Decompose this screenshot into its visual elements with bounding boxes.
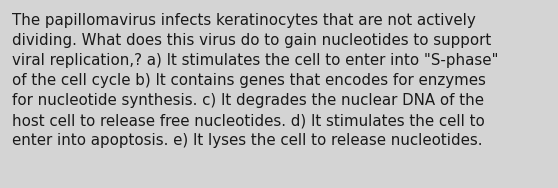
Text: The papillomavirus infects keratinocytes that are not actively
dividing. What do: The papillomavirus infects keratinocytes…	[12, 13, 499, 148]
